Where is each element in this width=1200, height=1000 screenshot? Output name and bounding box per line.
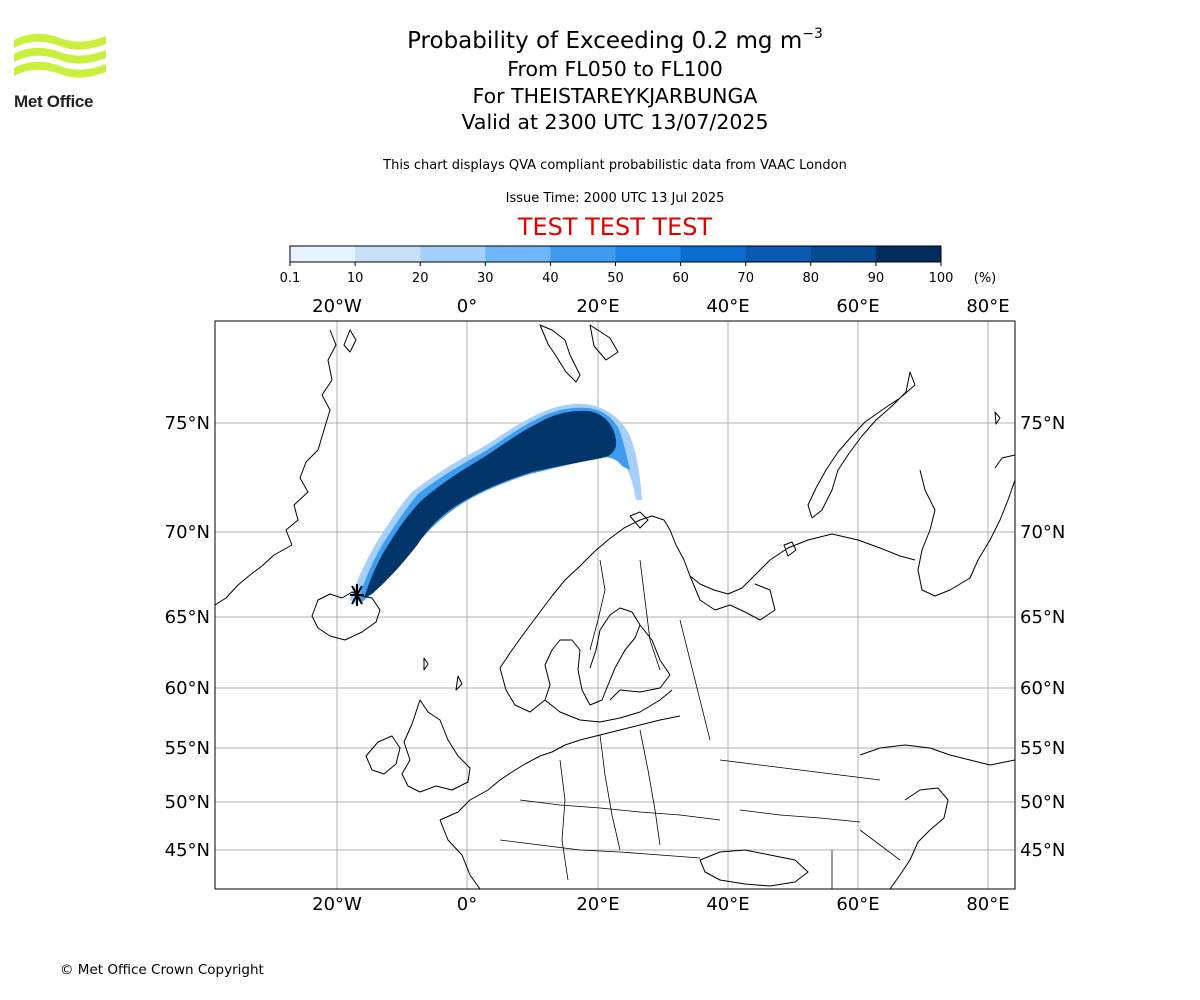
coast-svalbard bbox=[539, 324, 581, 383]
colorbar-bin bbox=[355, 246, 421, 262]
borders bbox=[499, 559, 901, 889]
colorbar-tick-label: 0.1 bbox=[280, 271, 301, 286]
lon-label-bottom: 0° bbox=[457, 894, 477, 915]
colorbar-tick-label: 20 bbox=[412, 271, 429, 286]
colorbar-tick-label: 90 bbox=[868, 271, 885, 286]
coast-ireland bbox=[365, 735, 401, 775]
lon-label-top: 60°E bbox=[836, 296, 879, 317]
test-banner: TEST TEST TEST bbox=[517, 213, 713, 241]
met-office-waves-icon bbox=[14, 33, 106, 78]
plume-high-probability bbox=[364, 410, 617, 598]
title-exponent: −3 bbox=[802, 26, 823, 42]
lat-label-right: 70°N bbox=[1020, 522, 1065, 543]
coast-iceland bbox=[311, 591, 381, 641]
coast-novaya-zemlya bbox=[807, 371, 916, 519]
colorbar-bin bbox=[550, 246, 616, 262]
lat-label-left: 55°N bbox=[165, 738, 210, 759]
colorbar-tick-label: 80 bbox=[803, 271, 820, 286]
lon-label-bottom: 60°E bbox=[836, 894, 879, 915]
coast-uk bbox=[401, 699, 471, 793]
colorbar-bin bbox=[290, 246, 356, 262]
lat-label-right: 50°N bbox=[1020, 792, 1065, 813]
gridlines bbox=[215, 321, 1015, 889]
colorbar-bin bbox=[615, 246, 682, 262]
map-background bbox=[215, 321, 1015, 889]
lat-label-left: 50°N bbox=[165, 792, 210, 813]
colorbar-tick-label: 70 bbox=[737, 271, 754, 286]
title-volcano: For THEISTAREYKJARBUNGA bbox=[472, 83, 758, 108]
colorbar-bin bbox=[745, 246, 812, 262]
ash-plume bbox=[350, 403, 642, 604]
colorbar-tick-label: 40 bbox=[542, 271, 559, 286]
met-office-logo: Met Office bbox=[14, 30, 114, 112]
title-flight-levels: From FL050 to FL100 bbox=[507, 57, 723, 81]
colorbar-bin bbox=[875, 246, 942, 262]
lat-label-left: 75°N bbox=[165, 413, 210, 434]
lon-label-bottom: 20°E bbox=[576, 894, 619, 915]
lat-label-right: 65°N bbox=[1020, 607, 1065, 628]
colorbar-bin bbox=[810, 246, 877, 262]
chart-title: Probability of Exceeding 0.2 mg m−3 From… bbox=[315, 26, 915, 136]
coast-continent bbox=[439, 715, 681, 821]
lat-label-left: 60°N bbox=[165, 678, 210, 699]
lat-label-left: 45°N bbox=[165, 840, 210, 861]
lon-label-top: 0° bbox=[457, 296, 477, 317]
title-prefix: Probability of Exceeding 0.2 mg m bbox=[407, 28, 803, 54]
chart-description: This chart displays QVA compliant probab… bbox=[383, 158, 847, 173]
lat-label-left: 65°N bbox=[165, 607, 210, 628]
lat-label-left: 70°N bbox=[165, 522, 210, 543]
lon-label-top: 40°E bbox=[706, 296, 749, 317]
colorbar-tick-label: 30 bbox=[477, 271, 494, 286]
coastlines bbox=[215, 324, 1015, 889]
lon-label-bottom: 80°E bbox=[966, 894, 1009, 915]
colorbar-tick-label: 50 bbox=[607, 271, 624, 286]
copyright: © Met Office Crown Copyright bbox=[60, 962, 264, 978]
colorbar-unit: (%) bbox=[974, 271, 997, 286]
colorbar-bin bbox=[420, 246, 486, 262]
colorbar-tick-label: 60 bbox=[672, 271, 689, 286]
lon-label-bottom: 40°E bbox=[706, 894, 749, 915]
lon-label-top: 20°E bbox=[576, 296, 619, 317]
coast-black-sea bbox=[699, 849, 809, 887]
org-name: Met Office bbox=[14, 92, 94, 111]
colorbar-tick-label: 100 bbox=[929, 271, 954, 286]
lon-label-bottom: 20°W bbox=[312, 894, 362, 915]
colorbar: 0.1 10 20 30 40 50 60 70 80 90 100 (%) bbox=[280, 245, 997, 286]
lon-label-top: 20°W bbox=[312, 296, 362, 317]
lat-label-right: 45°N bbox=[1020, 840, 1065, 861]
coast-greenland bbox=[215, 329, 337, 606]
lat-label-right: 55°N bbox=[1020, 738, 1065, 759]
map-frame bbox=[214, 320, 1016, 890]
lon-label-top: 80°E bbox=[966, 296, 1009, 317]
coast-scandinavia bbox=[499, 515, 916, 669]
lat-label-right: 60°N bbox=[1020, 678, 1065, 699]
title-valid-time: Valid at 2300 UTC 13/07/2025 bbox=[461, 110, 769, 134]
title-main: Probability of Exceeding 0.2 mg m−3 bbox=[315, 26, 915, 56]
lat-label-right: 75°N bbox=[1020, 413, 1065, 434]
colorbar-bin bbox=[485, 246, 551, 262]
volcano-icon bbox=[350, 584, 364, 606]
issue-time: Issue Time: 2000 UTC 13 Jul 2025 bbox=[505, 191, 725, 206]
colorbar-tick-label: 10 bbox=[347, 271, 364, 286]
colorbar-bin bbox=[680, 246, 747, 262]
